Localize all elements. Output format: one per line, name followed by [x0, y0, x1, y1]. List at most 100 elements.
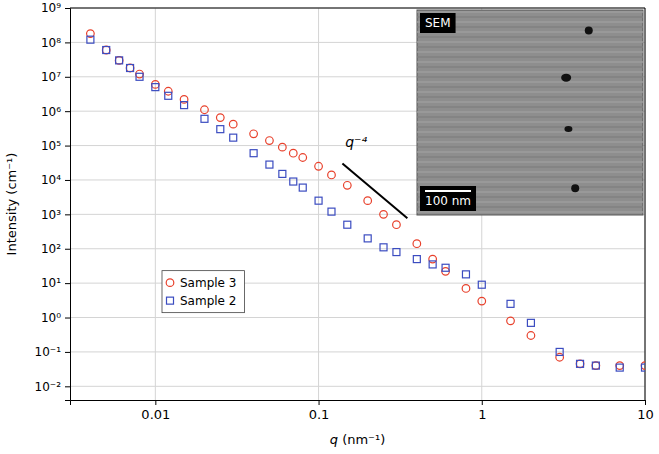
y-tick: 10⁻² [35, 380, 70, 394]
data-point [478, 297, 486, 305]
y-tick-mark [65, 318, 70, 319]
inset-texture [417, 41, 643, 43]
inset-texture [417, 126, 643, 128]
annotation: q⁻⁴ [345, 134, 367, 150]
data-point [507, 317, 515, 325]
y-tick-label: 10² [41, 242, 61, 256]
inset: SEM100 nm [417, 10, 643, 215]
y-tick-label: 10⁸ [41, 36, 61, 50]
inset-texture [417, 91, 643, 93]
data-point [250, 150, 257, 157]
inset-texture [417, 161, 643, 163]
inset-texture [417, 171, 643, 173]
inset-texture [417, 116, 643, 118]
data-point [136, 73, 143, 80]
x-tick-mark [482, 400, 483, 405]
data-point [102, 46, 110, 54]
grid [70, 8, 645, 400]
data-point [577, 360, 584, 367]
data-point [116, 57, 123, 64]
x-tick: 1 [478, 400, 486, 422]
y-grid-line [70, 8, 645, 9]
y-tick: 10³ [41, 208, 70, 222]
y-tick-mark [65, 146, 70, 147]
x-tick-label: 10 [637, 407, 654, 422]
data-point [164, 87, 172, 95]
data-point [201, 115, 208, 122]
y-tick-mark [65, 77, 70, 78]
legend-label: Sample 3 [180, 276, 236, 290]
data-point [592, 362, 599, 369]
y-tick: 10⁰ [41, 311, 70, 325]
inset-spot [571, 184, 579, 192]
y-tick-mark [65, 42, 70, 43]
inset-texture [417, 71, 643, 73]
x-tick-mark [319, 400, 320, 405]
x-axis-line [71, 401, 646, 406]
y-tick: 10⁴ [41, 173, 70, 187]
data-point [217, 126, 224, 133]
inset-texture [417, 96, 643, 98]
y-tick: 10⁷ [41, 70, 70, 84]
x-tick-mark [645, 400, 646, 405]
x-tick: 10 [637, 400, 654, 422]
inset-texture [417, 181, 643, 183]
x-axis-title: q (nm⁻¹) [330, 432, 386, 447]
y-axis-line [65, 9, 71, 401]
inset-texture [417, 131, 643, 133]
inset-texture [417, 166, 643, 168]
y-tick-label: 10⁻¹ [35, 345, 62, 359]
legend-label: Sample 2 [180, 294, 236, 308]
legend-swatch [166, 279, 174, 287]
y-axis-title: Intensity (cm⁻¹) [4, 153, 19, 256]
data-point [576, 360, 584, 368]
inset-texture [417, 211, 643, 213]
data-point [230, 134, 237, 141]
y-tick-mark [65, 283, 70, 284]
inset-texture [417, 11, 643, 13]
inset-texture [417, 66, 643, 68]
x-tick-label: 0.01 [141, 407, 170, 422]
frame-right [645, 8, 646, 400]
y-tick-mark [65, 249, 70, 250]
data-point [165, 92, 172, 99]
data-point [115, 57, 123, 65]
inset-texture [417, 106, 643, 108]
x-tick-label: 0.1 [309, 407, 330, 422]
x-tick: 0.01 [141, 400, 170, 422]
inset-texture [417, 136, 643, 138]
data-point [393, 249, 400, 256]
y-grid-line [70, 76, 645, 77]
inset-texture [417, 81, 643, 83]
data-point [642, 364, 646, 371]
data-point [152, 81, 160, 89]
slope-guide [342, 164, 407, 219]
data-point [429, 255, 437, 263]
data-point [136, 70, 144, 78]
inset-texture [417, 56, 643, 58]
data-point [266, 161, 273, 168]
inset-spot [564, 126, 572, 132]
data-point [393, 221, 401, 229]
data-point [478, 281, 485, 288]
data-point [380, 211, 388, 219]
data-point [279, 170, 286, 177]
y-tick: 10⁶ [41, 105, 70, 119]
y-tick-mark [65, 8, 70, 9]
y-tick-label: 10⁹ [41, 1, 61, 15]
y-tick: 10⁹ [41, 1, 70, 15]
y-tick-label: 10⁴ [41, 173, 61, 187]
data-point [299, 154, 307, 162]
data-point [266, 137, 274, 145]
y-tick-label: 10⁰ [41, 311, 61, 325]
inset-texture [417, 86, 643, 88]
y-grid-line [70, 317, 645, 318]
inset-texture [417, 46, 643, 48]
inset-texture [417, 121, 643, 123]
data-point [103, 47, 110, 54]
data-point [126, 64, 134, 72]
y-grid-line [70, 42, 645, 43]
data-point [344, 221, 351, 228]
data-point [380, 244, 387, 251]
y-tick-mark [65, 111, 70, 112]
